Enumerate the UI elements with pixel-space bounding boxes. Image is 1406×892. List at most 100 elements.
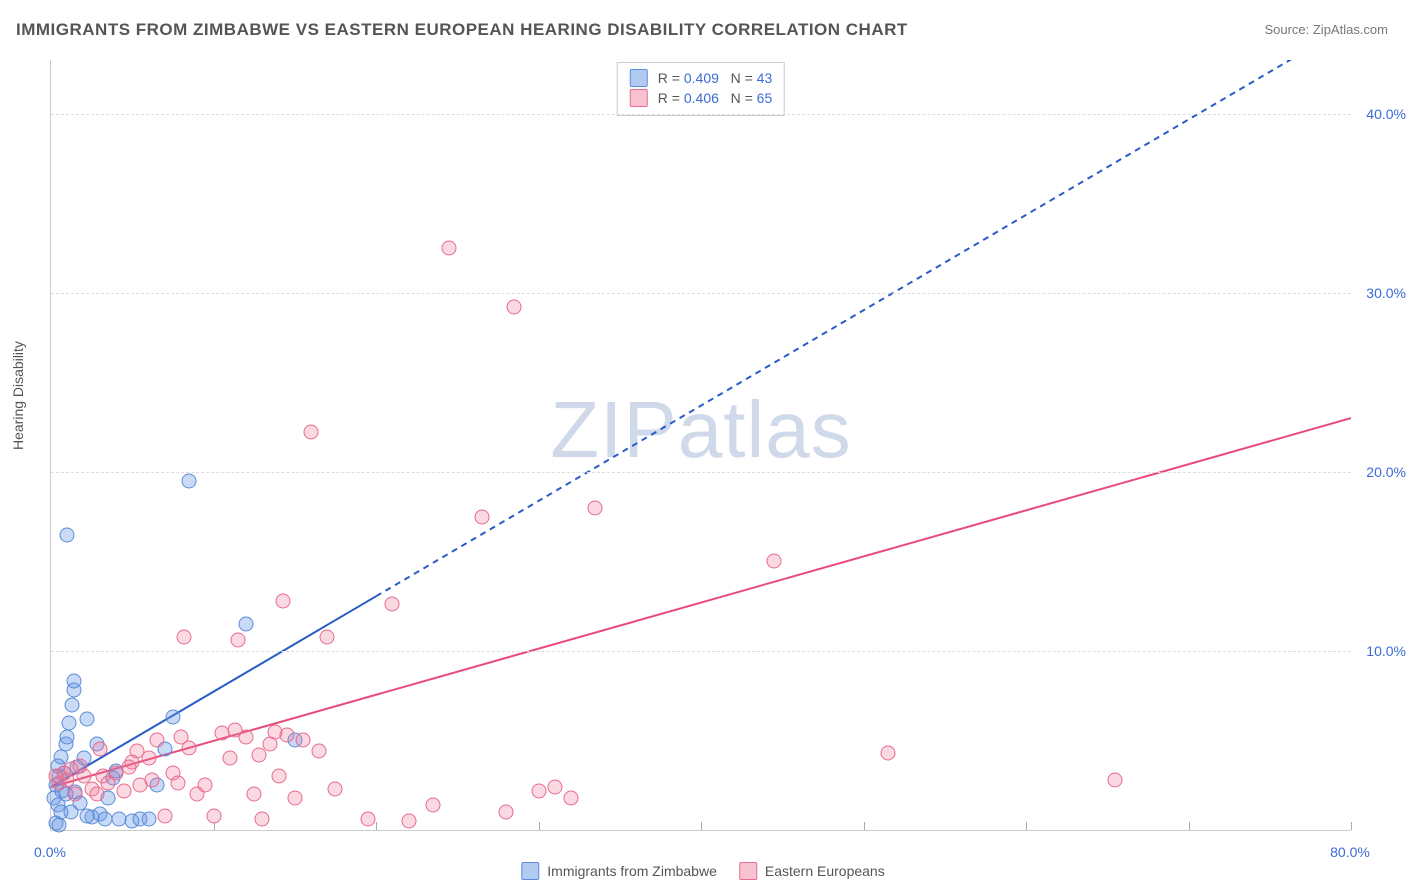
n-value: 43 [757,70,773,86]
watermark-a: ZIP [550,385,677,474]
data-point [230,633,245,648]
grid-line [51,293,1351,294]
r-value: 0.409 [684,70,719,86]
page-title: IMMIGRANTS FROM ZIMBABWE VS EASTERN EURO… [16,20,908,40]
grid-line [51,651,1351,652]
y-tick-label: 40.0% [1366,106,1406,122]
data-point [122,760,137,775]
data-point [92,742,107,757]
data-point [425,797,440,812]
swatch-blue-icon [630,69,648,87]
data-point [507,300,522,315]
data-point [66,674,81,689]
data-point [304,425,319,440]
data-point [177,629,192,644]
legend-row-zimbabwe: R = 0.409 N = 43 [630,69,772,87]
data-point [117,783,132,798]
r-value: 0.406 [684,90,719,106]
series-legend: Immigrants from Zimbabwe Eastern Europea… [521,862,884,880]
source-prefix: Source: [1264,22,1312,37]
n-value: 65 [757,90,773,106]
data-point [157,808,172,823]
x-tick-label: 80.0% [1330,844,1370,860]
data-point [68,787,83,802]
y-tick-label: 30.0% [1366,285,1406,301]
data-point [182,473,197,488]
x-tick [1189,822,1190,830]
data-point [312,744,327,759]
data-point [227,722,242,737]
data-point [360,812,375,827]
data-point [96,769,111,784]
data-point [295,733,310,748]
data-point [474,509,489,524]
data-point [531,783,546,798]
data-point [60,527,75,542]
legend-row-eastern: R = 0.406 N = 65 [630,89,772,107]
data-point [144,772,159,787]
trend-lines [51,60,1351,830]
n-label: N [731,70,741,86]
source-name: ZipAtlas.com [1313,22,1388,37]
scatter-chart: ZIPatlas R = 0.409 N = 43 R = 0.406 N = … [50,60,1351,831]
data-point [401,814,416,829]
legend-label: Immigrants from Zimbabwe [547,863,717,879]
data-point [198,778,213,793]
data-point [287,790,302,805]
x-tick [701,822,702,830]
data-point [61,715,76,730]
legend-item-zimbabwe: Immigrants from Zimbabwe [521,862,717,880]
data-point [247,787,262,802]
x-tick [214,822,215,830]
data-point [255,812,270,827]
source-credit: Source: ZipAtlas.com [1264,22,1388,37]
data-point [165,710,180,725]
x-tick [1026,822,1027,830]
data-point [1108,772,1123,787]
data-point [320,629,335,644]
data-point [767,554,782,569]
data-point [880,746,895,761]
swatch-blue-icon [521,862,539,880]
x-tick [376,822,377,830]
data-point [73,758,88,773]
y-axis-label: Hearing Disability [10,341,26,450]
r-label: R [658,70,668,86]
data-point [60,729,75,744]
data-point [268,724,283,739]
y-tick-label: 10.0% [1366,643,1406,659]
data-point [170,776,185,791]
data-point [385,597,400,612]
data-point [182,740,197,755]
watermark-b: atlas [678,385,852,474]
data-point [588,500,603,515]
swatch-pink-icon [739,862,757,880]
watermark: ZIPatlas [550,384,851,476]
data-point [239,617,254,632]
data-point [442,241,457,256]
x-tick [864,822,865,830]
x-tick [1351,822,1352,830]
legend-item-eastern: Eastern Europeans [739,862,885,880]
data-point [276,593,291,608]
data-point [328,781,343,796]
data-point [499,805,514,820]
n-label: N [731,90,741,106]
data-point [206,808,221,823]
data-point [222,751,237,766]
x-tick [539,822,540,830]
r-label: R [658,90,668,106]
x-tick-label: 0.0% [34,844,66,860]
data-point [97,812,112,827]
grid-line [51,472,1351,473]
data-point [141,812,156,827]
data-point [252,747,267,762]
data-point [52,817,67,832]
data-point [130,744,145,759]
swatch-pink-icon [630,89,648,107]
data-point [547,780,562,795]
data-point [564,790,579,805]
legend-label: Eastern Europeans [765,863,885,879]
data-point [65,697,80,712]
data-point [79,711,94,726]
